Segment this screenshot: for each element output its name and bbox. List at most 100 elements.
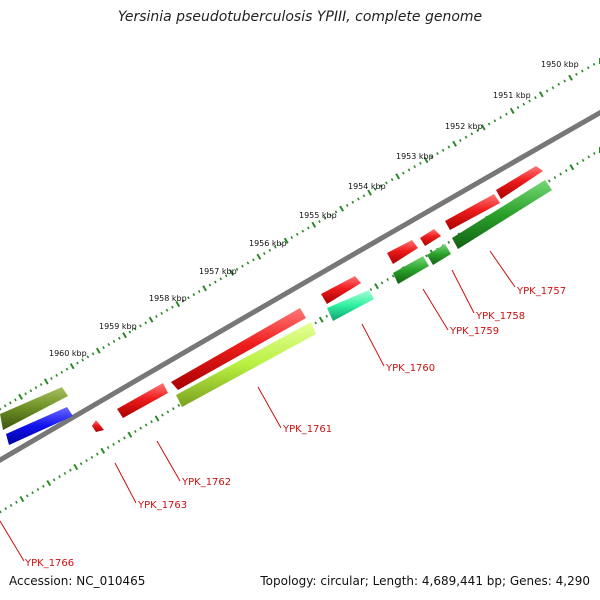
tick-mark (273, 245, 277, 249)
tick-mark (8, 401, 12, 405)
tick-mark (34, 386, 38, 390)
tick-mark (419, 161, 422, 165)
tick-mark (430, 155, 434, 159)
tick-mark (95, 347, 101, 354)
tick-mark (214, 280, 217, 284)
tick-mark (307, 226, 310, 230)
tick-mark (581, 158, 585, 162)
tick-mark (268, 248, 272, 252)
tick-mark (551, 86, 555, 90)
gene-ypk-1762-outer[interactable] (117, 383, 168, 418)
gene-ypk-1758-inner[interactable] (427, 244, 451, 265)
tick-mark (563, 79, 567, 83)
tick-mark (413, 165, 417, 169)
gene-ypk-1757-inner[interactable] (452, 180, 552, 249)
tick-mark (166, 410, 170, 414)
tick-mark (79, 462, 83, 466)
tick-mark (559, 172, 562, 176)
tick-mark (580, 69, 584, 73)
tick-mark (177, 403, 181, 407)
gene-label-ypk-1763[interactable]: YPK_1763 (137, 500, 187, 511)
tick-mark (224, 274, 228, 278)
gene-ypk-1759-outer-b[interactable] (387, 240, 418, 264)
tick-mark (65, 367, 69, 371)
tick-mark (402, 171, 405, 175)
tick-mark (534, 96, 537, 100)
tick-mark (4, 507, 8, 511)
tick-mark (69, 363, 75, 370)
tick-mark (0, 510, 2, 514)
gene-ypk-1759-outer-a[interactable] (420, 229, 441, 246)
tick-mark (160, 311, 164, 315)
tick-label: 1954 kbp (348, 182, 386, 191)
tick-mark (464, 135, 468, 139)
tick-mark (564, 169, 568, 173)
tick-label: 1958 kbp (149, 294, 187, 303)
tick-mark (192, 293, 196, 297)
gene-label-ypk-1757[interactable]: YPK_1757 (516, 286, 566, 297)
tick-mark (545, 89, 549, 93)
tick-mark (380, 281, 384, 285)
gene-label-ypk-1766[interactable]: YPK_1766 (24, 558, 74, 569)
tick-mark (60, 370, 64, 374)
gene-ypk-1760-inner[interactable] (327, 290, 374, 321)
gene-ypk-1761-inner[interactable] (176, 322, 316, 407)
tick-mark (133, 327, 137, 331)
gene-ypk-1766-outer[interactable] (0, 387, 68, 430)
tick-mark (351, 200, 355, 204)
tick-mark (509, 107, 515, 114)
outer-tick-ring (0, 58, 600, 411)
tick-label: 1959 kbp (99, 322, 137, 331)
tick-label: 1952 kbp (445, 122, 483, 131)
tick-mark (102, 346, 105, 350)
tick-mark (172, 407, 175, 411)
tick-mark (279, 242, 283, 246)
tick-mark (63, 471, 67, 475)
tick-mark (252, 258, 255, 262)
tick-mark (407, 168, 411, 172)
tick-mark (123, 436, 126, 440)
tick-label: 1957 kbp (199, 267, 237, 276)
tick-mark (29, 389, 33, 393)
tick-mark (283, 237, 289, 244)
tick-label: 1951 kbp (493, 91, 531, 100)
tick-mark (31, 491, 34, 495)
gene-label-ypk-1762[interactable]: YPK_1762 (181, 477, 231, 488)
tick-mark (379, 184, 383, 188)
tick-mark (386, 277, 389, 282)
gene-ypk-1766-inner[interactable] (6, 407, 73, 445)
tick-mark (100, 447, 106, 454)
tick-mark (493, 119, 497, 123)
tick-mark (25, 494, 29, 498)
tick-mark (385, 181, 388, 185)
tick-mark (367, 189, 372, 196)
gene-label-ypk-1758[interactable]: YPK_1758 (475, 311, 525, 322)
tick-mark (528, 99, 531, 103)
tick-mark (91, 352, 95, 356)
tick-mark (593, 151, 596, 155)
tick-mark (480, 124, 486, 131)
tick-mark (301, 229, 305, 233)
tick-mark (144, 321, 148, 325)
tick-mark (73, 463, 79, 471)
tick-mark (9, 504, 13, 507)
gene-ypk-1763-outer[interactable] (92, 420, 104, 432)
tick-mark (334, 210, 338, 214)
gene-ypk-1757-outer[interactable] (496, 166, 543, 199)
gene-label-ypk-1761[interactable]: YPK_1761 (282, 424, 332, 435)
tick-mark (329, 213, 332, 217)
tick-mark (181, 299, 185, 303)
gene-label-ypk-1759[interactable]: YPK_1759 (449, 326, 499, 337)
gene-ypk-1759-inner[interactable] (393, 256, 429, 284)
tick-mark (134, 430, 137, 433)
tick-mark (117, 439, 121, 443)
tick-mark (314, 321, 318, 325)
tick-mark (128, 330, 132, 334)
gene-label-ypk-1760[interactable]: YPK_1760 (385, 363, 435, 374)
gene-ypk-1760-outer[interactable] (321, 276, 361, 304)
gene-ypk-1761-outer[interactable] (171, 308, 306, 390)
tick-mark (290, 236, 294, 240)
tick-mark (470, 132, 474, 136)
gene-ypk-1758-outer[interactable] (445, 194, 500, 230)
